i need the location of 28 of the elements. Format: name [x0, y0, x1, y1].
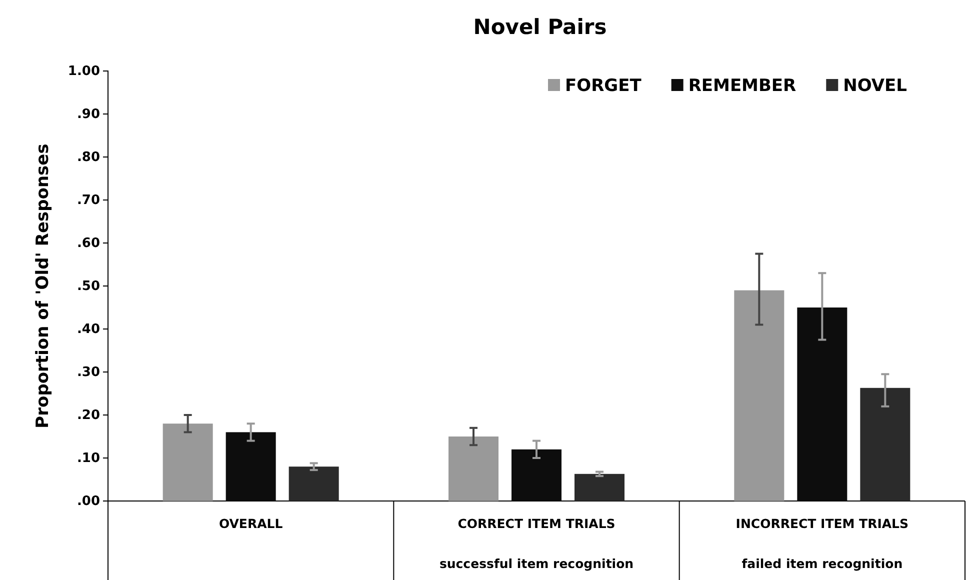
- y-tick-label: .70: [76, 193, 100, 208]
- category-label: CORRECT ITEM TRIALS successful item recognition: [439, 516, 634, 571]
- bar: [860, 388, 910, 501]
- y-tick-label: .60: [76, 236, 100, 252]
- y-tick-label: .20: [76, 408, 100, 424]
- bar: [448, 436, 498, 501]
- y-tick-label: .00: [76, 494, 100, 510]
- x-tick-label: OVERALL: [218, 516, 283, 531]
- bar: [797, 308, 848, 501]
- legend-label: NOVEL: [843, 76, 908, 96]
- y-tick-label: .40: [76, 322, 100, 338]
- legend-label: FORGET: [565, 76, 642, 96]
- bar: [574, 474, 624, 501]
- y-tick-label: .50: [76, 279, 100, 294]
- bar: [288, 466, 339, 501]
- y-tick-label: 1.00: [68, 64, 100, 80]
- y-axis-title: Proportion of 'Old' Responses: [33, 144, 53, 428]
- bar: [512, 449, 562, 501]
- bar: [162, 424, 213, 501]
- legend-label: REMEMBER: [688, 76, 796, 96]
- bar: [226, 432, 276, 501]
- bar: [734, 290, 784, 501]
- y-tick-label: .30: [76, 365, 100, 380]
- category-label: INCORRECT ITEM TRIALS failed item recognition: [736, 516, 909, 571]
- chart-title: Novel Pairs: [473, 15, 607, 39]
- y-tick-label: .90: [76, 107, 100, 122]
- y-tick-label: .10: [76, 451, 100, 466]
- y-tick-label: .80: [76, 150, 100, 166]
